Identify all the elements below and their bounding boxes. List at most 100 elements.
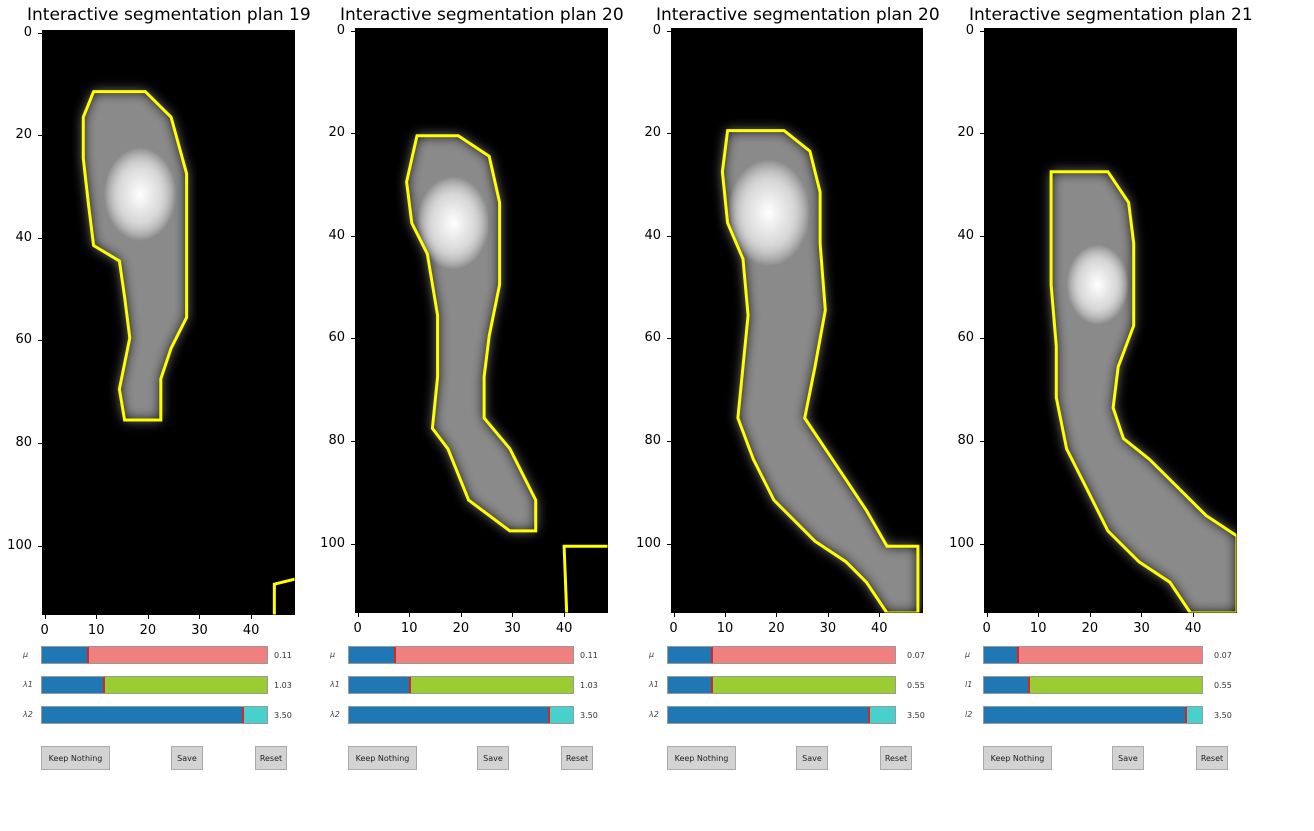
reset-button[interactable]: Reset	[880, 746, 912, 770]
x-tick-label: 30	[504, 621, 521, 636]
parameter-slider[interactable]	[41, 706, 268, 724]
slider-fill	[668, 707, 868, 723]
slider-fill	[349, 677, 410, 693]
bright-spot	[103, 147, 177, 241]
slider-fill	[349, 707, 549, 723]
y-tick-mark	[351, 441, 355, 443]
segmentation-panel: Interactive segmentation plan 19 0 20 40 60 8…	[0, 0, 320, 831]
save-button[interactable]: Save	[171, 746, 203, 770]
x-tick-mark	[1141, 613, 1143, 617]
slider-label: l1	[965, 680, 973, 689]
slider-fill	[668, 647, 712, 663]
x-tick-mark	[1193, 613, 1195, 617]
parameter-slider[interactable]	[348, 676, 574, 694]
y-tick-label: 60	[957, 330, 974, 346]
parameter-slider[interactable]	[667, 706, 896, 724]
y-tick-label: 60	[328, 330, 345, 346]
segmentation-contour	[405, 134, 538, 533]
y-tick-label: 0	[965, 22, 974, 38]
keep-nothing-button[interactable]: Keep Nothing	[667, 746, 736, 770]
segmentation-image[interactable]	[355, 28, 608, 613]
y-tick-mark	[38, 443, 42, 445]
y-tick-mark	[980, 30, 984, 32]
y-tick-mark	[38, 135, 42, 137]
x-tick-label: 10	[1029, 621, 1047, 636]
x-tick-mark	[147, 615, 149, 619]
parameter-slider[interactable]	[41, 646, 268, 664]
segmentation-image[interactable]	[42, 30, 295, 615]
x-tick-mark	[199, 615, 201, 619]
x-tick-mark	[725, 613, 726, 617]
y-tick-label: 100	[636, 535, 661, 551]
segmentation-image[interactable]	[984, 28, 1237, 613]
slider-label: l2	[965, 710, 973, 719]
x-tick-label: 10	[400, 621, 418, 636]
bright-spot	[1066, 244, 1129, 325]
x-tick-label: 0	[669, 621, 678, 636]
y-tick-label: 80	[328, 433, 345, 449]
panel-title: Interactive segmentation plan 20	[656, 5, 940, 25]
x-tick-mark	[44, 615, 46, 619]
slider-initial-marker	[393, 647, 396, 663]
x-tick-mark	[1089, 613, 1091, 617]
y-tick-mark	[667, 338, 671, 340]
segmentation-image[interactable]	[671, 28, 923, 613]
x-tick-mark	[357, 613, 359, 617]
slider-label: λ1	[649, 680, 659, 689]
y-tick-mark	[667, 30, 671, 32]
save-button[interactable]: Save	[1112, 746, 1144, 770]
parameter-slider[interactable]	[348, 706, 574, 724]
slider-value: 3.50	[580, 711, 598, 720]
y-tick-label: 0	[23, 24, 32, 40]
slider-value: 3.50	[274, 711, 292, 720]
parameter-slider[interactable]	[667, 676, 896, 694]
x-tick-mark	[776, 613, 778, 617]
save-button[interactable]: Save	[477, 746, 509, 770]
y-tick-label: 80	[644, 433, 661, 449]
slider-label: λ2	[330, 710, 340, 719]
y-tick-mark	[980, 543, 984, 545]
x-tick-label: 30	[191, 623, 208, 638]
parameter-slider[interactable]	[983, 676, 1203, 694]
slider-value: 1.03	[580, 681, 598, 690]
slider-label: μ	[965, 650, 971, 659]
x-tick-label: 0	[982, 621, 991, 636]
slider-initial-marker	[87, 647, 89, 663]
keep-nothing-button[interactable]: Keep Nothing	[348, 746, 417, 770]
keep-nothing-button[interactable]: Keep Nothing	[983, 746, 1052, 770]
segmentation-contour	[720, 129, 920, 613]
x-tick-mark	[1038, 613, 1040, 617]
y-tick-label: 40	[15, 229, 32, 245]
y-tick-mark	[980, 235, 984, 237]
parameter-slider[interactable]	[667, 646, 896, 664]
panel-title: Interactive segmentation plan 19	[27, 5, 311, 25]
y-tick-mark	[38, 545, 42, 547]
slider-fill	[349, 647, 394, 663]
slider-value: 0.07	[1214, 651, 1232, 660]
bright-spot	[416, 176, 490, 270]
x-tick-label: 20	[139, 623, 157, 638]
reset-button[interactable]: Reset	[1196, 746, 1228, 770]
x-tick-mark	[96, 615, 98, 619]
parameter-slider[interactable]	[348, 646, 574, 664]
segmentation-contour	[272, 577, 295, 615]
y-tick-label: 100	[949, 535, 974, 551]
parameter-slider[interactable]	[983, 646, 1203, 664]
segmentation-panel: Interactive segmentation plan 20 0 20 40 60 8…	[0, 0, 624, 831]
reset-button[interactable]: Reset	[255, 746, 287, 770]
slider-fill	[984, 677, 1028, 693]
y-tick-mark	[351, 235, 355, 237]
y-tick-label: 80	[15, 435, 32, 451]
y-tick-mark	[980, 338, 984, 340]
save-button[interactable]: Save	[796, 746, 828, 770]
keep-nothing-button[interactable]: Keep Nothing	[41, 746, 110, 770]
reset-button[interactable]: Reset	[561, 746, 593, 770]
y-tick-label: 0	[652, 22, 661, 38]
slider-label: μ	[23, 650, 29, 659]
slider-label: λ1	[330, 680, 340, 689]
parameter-slider[interactable]	[41, 676, 268, 694]
x-tick-label: 10	[716, 621, 734, 636]
parameter-slider[interactable]	[983, 706, 1203, 724]
x-tick-label: 10	[87, 623, 105, 638]
slider-initial-marker	[867, 707, 870, 723]
